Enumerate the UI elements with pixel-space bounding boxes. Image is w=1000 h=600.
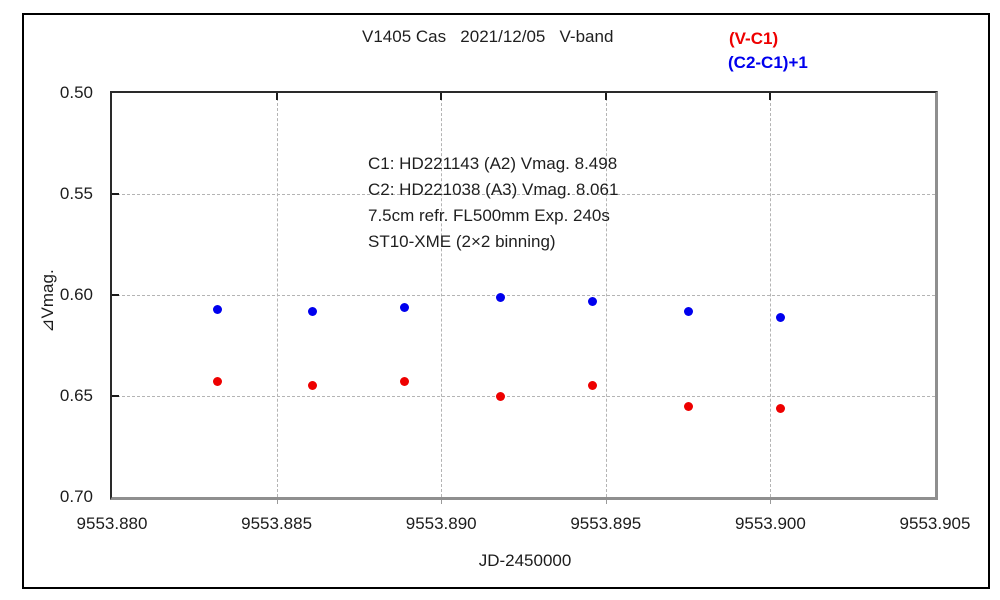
x-tick-label: 9553.880 [76,514,148,533]
x-axis-top-tick [275,93,278,100]
x-axis-top-tick [440,93,443,100]
x-tick-label: 9553.905 [899,514,971,533]
data-point-v-c1 [775,403,785,413]
x-tick-label: 9553.885 [241,514,313,533]
x-axis-label: JD-2450000 [478,551,572,570]
annotation-comparison-star-2: C2: HD221038 (A3) Vmag. 8.061 [368,180,619,199]
figure-frame [22,13,990,589]
x-axis-bottom-tick [276,500,278,504]
vertical-gridline [605,93,607,497]
annotation-block: C1: HD221143 (A2) Vmag. 8.498 C2: HD2210… [368,151,618,255]
x-axis-bottom-tick [441,500,443,504]
y-tick-label: 0.70 [59,487,93,506]
annotation-camera: ST10-XME (2×2 binning) [368,232,556,251]
x-axis-top-tick [769,93,772,100]
y-tick-label: 0.60 [59,285,93,304]
horizontal-gridline [112,194,935,195]
x-tick-label: 9553.895 [570,514,642,533]
annotation-telescope: 7.5cm refr. FL500mm Exp. 240s [368,206,610,225]
data-point-c2-c1 [400,302,410,312]
data-point-c2-c1 [495,292,505,302]
horizontal-gridline [112,295,935,296]
data-point-c2-c1 [308,306,318,316]
legend-entry-c2-c1: (C2-C1)+1 [728,53,808,72]
y-tick-label: 0.55 [59,184,93,203]
data-point-c2-c1 [683,306,693,316]
y-axis-tick [112,294,119,296]
data-point-v-c1 [308,381,318,391]
data-point-c2-c1 [588,296,598,306]
x-axis-bottom-tick [605,500,607,504]
data-point-c2-c1 [212,304,222,314]
x-tick-label: 9553.900 [734,514,806,533]
data-point-v-c1 [400,377,410,387]
data-point-v-c1 [212,377,222,387]
data-point-c2-c1 [775,312,785,322]
data-point-v-c1 [588,381,598,391]
y-tick-label: 0.50 [59,83,93,102]
plot-area [110,91,938,504]
legend-entry-v-c1: (V-C1) [729,29,779,48]
data-point-v-c1 [683,401,693,411]
y-axis-tick [112,193,119,195]
vertical-gridline [441,93,443,497]
y-tick-label: 0.65 [59,386,93,405]
vertical-gridline [770,93,772,497]
data-point-v-c1 [495,391,505,401]
x-axis-bottom-tick [770,500,772,504]
annotation-comparison-star-1: C1: HD221143 (A2) Vmag. 8.498 [368,154,618,173]
x-tick-label: 9553.890 [405,514,477,533]
horizontal-gridline [112,396,935,397]
vertical-gridline [276,93,278,497]
y-axis-tick [112,395,119,397]
chart-title: V1405 Cas 2021/12/05 V-band [362,27,614,46]
x-axis-top-tick [604,93,607,100]
